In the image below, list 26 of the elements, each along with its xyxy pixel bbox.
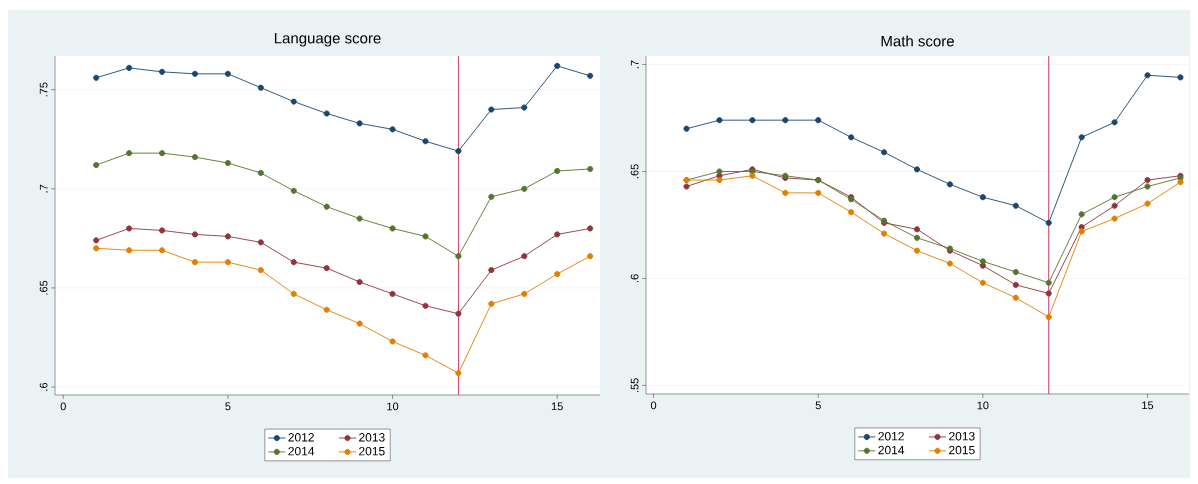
y-tick-label: .6 <box>39 382 48 391</box>
legend-label: 2012 <box>878 431 904 441</box>
legend-label: 2015 <box>359 446 385 456</box>
y-tick-label: .7 <box>630 60 639 69</box>
legend-label: 2015 <box>949 445 975 455</box>
x-tick-label: 0 <box>650 401 657 410</box>
x-tick-label: 5 <box>225 402 231 411</box>
legend-label: 2013 <box>359 433 385 442</box>
chart-title: Language score <box>274 33 381 47</box>
x-tick-label: 5 <box>815 401 821 410</box>
y-tick-label: .65 <box>39 280 48 295</box>
x-tick-label: 10 <box>387 402 399 411</box>
legend-label: 2012 <box>288 433 314 442</box>
legend-label: 2014 <box>878 445 905 455</box>
y-tick-label: .7 <box>39 184 48 193</box>
x-tick-label: 15 <box>551 402 563 411</box>
y-tick-label: .6 <box>630 274 639 283</box>
legend-label: 2013 <box>949 431 975 441</box>
y-tick-label: .55 <box>630 378 639 393</box>
x-tick-label: 10 <box>977 401 989 410</box>
y-tick-label: .65 <box>630 164 639 179</box>
x-tick-label: 0 <box>60 402 66 411</box>
y-tick-label: .75 <box>39 82 48 97</box>
x-tick-label: 15 <box>1142 401 1154 410</box>
chart-title: Math score <box>881 35 954 47</box>
legend-label: 2014 <box>288 446 315 456</box>
